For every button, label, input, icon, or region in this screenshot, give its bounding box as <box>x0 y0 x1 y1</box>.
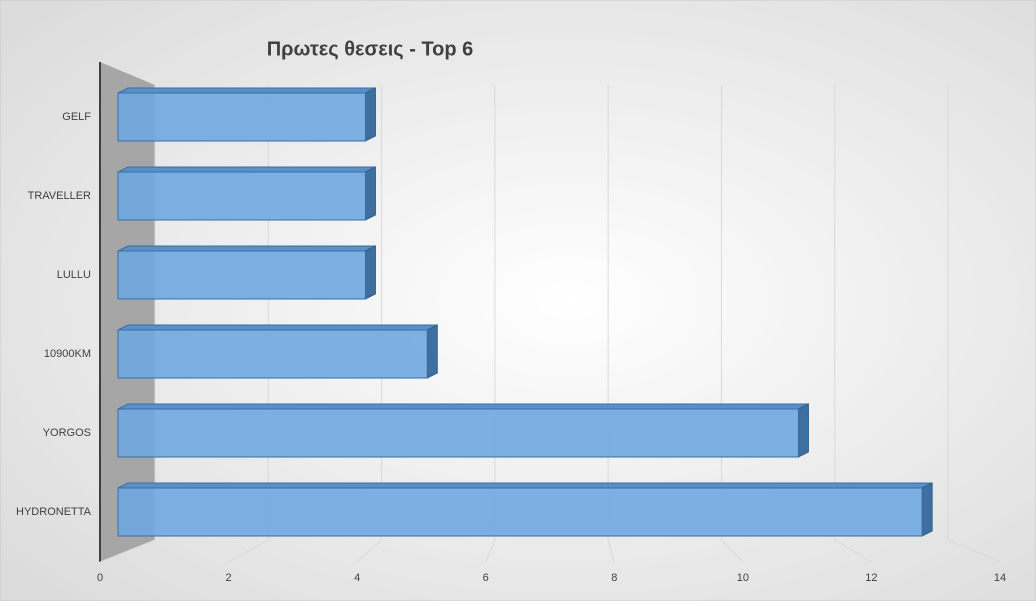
grid-line <box>485 85 496 563</box>
grid-line <box>947 85 1001 563</box>
bar-side <box>364 87 376 142</box>
grid-line <box>720 85 744 563</box>
x-tick-label: 4 <box>354 572 360 584</box>
bar-top <box>117 482 933 489</box>
bar-side <box>921 482 933 537</box>
bar <box>117 329 428 379</box>
chart-title: Πρωτες θεσεις - Top 6 <box>267 38 474 60</box>
x-tick-label: 2 <box>226 572 232 584</box>
grid-line <box>228 85 269 563</box>
x-tick-label: 0 <box>97 572 103 584</box>
grid-line <box>834 85 872 563</box>
bar-top <box>117 245 376 252</box>
bar <box>117 92 366 142</box>
bar <box>117 250 366 300</box>
bar-side <box>797 403 809 458</box>
bar-top <box>117 166 376 173</box>
y-tick-label: YORGOS <box>43 427 91 439</box>
x-tick-label: 10 <box>737 572 749 584</box>
bar-side <box>364 166 376 221</box>
plot-area: 0 2 4 6 8 10 12 14 GELF TRAVELLER LULLU 10900KM YORG… <box>16 85 1006 584</box>
y-tick-label: HYDRONETTA <box>16 506 92 518</box>
x-tick-label: 12 <box>865 572 877 584</box>
y-tick-label: LULLU <box>57 269 91 281</box>
x-tick-label: 8 <box>611 572 617 584</box>
bar <box>117 487 923 537</box>
grid-line <box>356 85 383 563</box>
bar <box>117 171 366 221</box>
y-tick-label: TRAVELLER <box>28 190 91 202</box>
bar <box>117 408 799 458</box>
bar-side <box>364 245 376 300</box>
grid-line <box>99 85 156 563</box>
bar-side <box>426 324 438 379</box>
x-tick-label: 6 <box>483 572 489 584</box>
bar-top <box>117 324 438 331</box>
bar-top <box>117 403 809 410</box>
y-tick-label: 10900KM <box>44 348 91 360</box>
y-tick-label: GELF <box>62 111 91 123</box>
grid-line <box>607 85 615 563</box>
bar-top <box>117 87 376 94</box>
x-tick-label: 14 <box>994 572 1006 584</box>
